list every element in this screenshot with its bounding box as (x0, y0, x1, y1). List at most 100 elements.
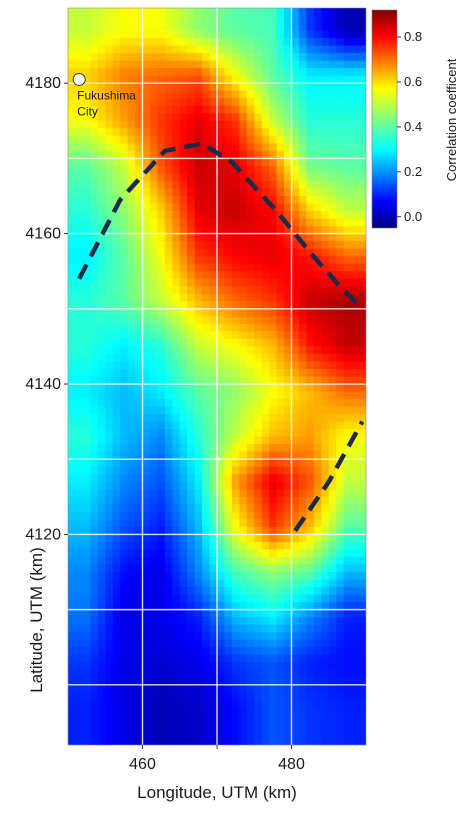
heatmap-cell (202, 23, 211, 32)
heatmap-cell (194, 158, 203, 167)
heatmap-cell (254, 286, 263, 295)
heatmap-cell (276, 143, 285, 152)
heatmap-cell (217, 572, 226, 581)
heatmap-cell (164, 128, 173, 137)
heatmap-cell (164, 669, 173, 678)
heatmap-cell (194, 15, 203, 24)
heatmap-cell (239, 722, 248, 731)
heatmap-cell (246, 459, 255, 468)
heatmap-cell (298, 361, 307, 370)
heatmap-cell (351, 489, 360, 498)
heatmap-cell (120, 173, 129, 182)
heatmap-cell (284, 579, 293, 588)
heatmap-cell (112, 677, 121, 686)
heatmap-cell (269, 429, 278, 438)
heatmap-cell (246, 308, 255, 317)
heatmap-cell (135, 68, 144, 77)
heatmap-cell (231, 647, 240, 656)
heatmap-cell (75, 128, 84, 137)
heatmap-cell (269, 444, 278, 453)
heatmap-cell (127, 684, 136, 693)
heatmap-cell (321, 331, 330, 340)
heatmap-cell (224, 68, 233, 77)
heatmap-cell (343, 90, 352, 99)
heatmap-cell (149, 211, 158, 220)
heatmap-cell (254, 459, 263, 468)
heatmap-cell (269, 271, 278, 280)
heatmap-cell (90, 188, 99, 197)
heatmap-cell (291, 699, 300, 708)
heatmap-cell (127, 196, 136, 205)
heatmap-cell (351, 579, 360, 588)
heatmap-cell (246, 53, 255, 62)
heatmap-cell (298, 511, 307, 520)
heatmap-cell (135, 722, 144, 731)
heatmap-cell (336, 308, 345, 317)
heatmap-cell (75, 436, 84, 445)
heatmap-cell (239, 684, 248, 693)
heatmap-cell (284, 331, 293, 340)
heatmap-cell (224, 376, 233, 385)
heatmap-cell (343, 602, 352, 611)
heatmap-cell (298, 301, 307, 310)
heatmap-cell (194, 399, 203, 408)
heatmap-cell (120, 534, 129, 543)
heatmap-cell (336, 188, 345, 197)
heatmap-cell (75, 376, 84, 385)
heatmap-cell (239, 180, 248, 190)
heatmap-cell (246, 647, 255, 656)
heatmap-cell (209, 549, 218, 558)
heatmap-cell (97, 75, 106, 84)
heatmap-cell (179, 53, 188, 62)
heatmap-cell (157, 30, 166, 39)
heatmap-cell (291, 572, 300, 581)
heatmap-cell (261, 662, 270, 671)
heatmap-cell (217, 158, 226, 167)
heatmap-cell (209, 594, 218, 603)
heatmap-cell (246, 15, 255, 24)
heatmap-cell (224, 654, 233, 663)
heatmap-cell (172, 226, 181, 235)
heatmap-cell (298, 639, 307, 648)
heatmap-cell (105, 203, 114, 212)
heatmap-cell (75, 241, 84, 250)
heatmap-cell (209, 233, 218, 242)
heatmap-cell (224, 83, 233, 92)
heatmap-cell (224, 38, 233, 47)
heatmap-cell (157, 8, 166, 17)
heatmap-cell (97, 707, 106, 716)
heatmap-cell (306, 421, 315, 430)
heatmap-cell (187, 98, 196, 107)
heatmap-cell (164, 353, 173, 363)
heatmap-cell (321, 707, 330, 716)
heatmap-cell (231, 60, 240, 69)
heatmap-cell (276, 203, 285, 212)
heatmap-cell (291, 143, 300, 152)
heatmap-cell (217, 737, 226, 745)
heatmap-cell (321, 504, 330, 513)
heatmap-cell (90, 579, 99, 588)
heatmap-cell (209, 504, 218, 513)
heatmap-cell (90, 180, 99, 190)
heatmap-cell (209, 256, 218, 265)
heatmap-cell (343, 83, 352, 92)
heatmap-cell (112, 579, 121, 588)
heatmap-cell (269, 699, 278, 708)
heatmap-cell (239, 248, 248, 257)
heatmap-cell (351, 165, 360, 175)
heatmap-cell (254, 8, 263, 17)
heatmap-cell (75, 669, 84, 678)
heatmap-cell (269, 729, 278, 739)
heatmap-cell (261, 466, 270, 475)
heatmap-cell (291, 549, 300, 558)
heatmap-cell (90, 323, 99, 332)
heatmap-cell (306, 624, 315, 633)
heatmap-cell (239, 729, 248, 739)
heatmap-cell (187, 699, 196, 708)
heatmap-cell (269, 68, 278, 77)
heatmap-cell (82, 594, 91, 603)
heatmap-cell (224, 504, 233, 513)
heatmap-cell (142, 609, 151, 618)
heatmap-cell (217, 722, 226, 731)
heatmap-cell (105, 496, 114, 505)
